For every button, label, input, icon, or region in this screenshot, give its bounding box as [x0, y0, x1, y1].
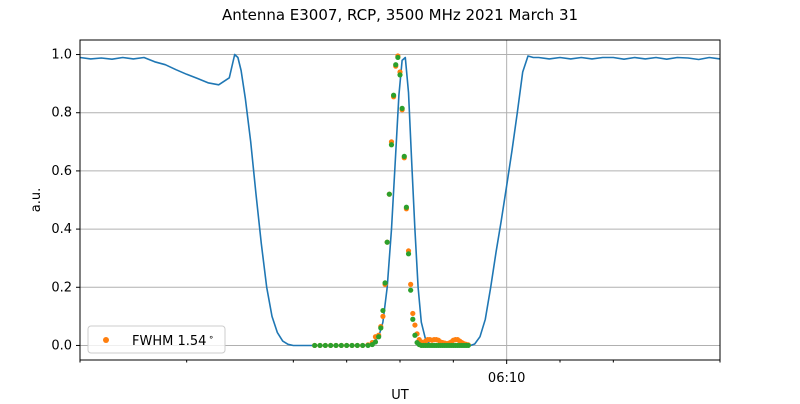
y-tick-label: 1.0	[51, 48, 72, 63]
scatter-point	[408, 281, 414, 287]
scatter-point	[386, 191, 392, 197]
x-tick-label: 06:10	[488, 371, 525, 386]
scatter-point	[382, 280, 388, 286]
legend-label: FWHM 1.54 ∘	[132, 333, 214, 349]
scatter-point	[410, 316, 416, 322]
line-series	[79, 53, 721, 347]
scatter-point	[391, 92, 397, 98]
scatter-point	[405, 251, 412, 257]
scatter-point	[312, 342, 318, 349]
y-tick-label: 0.2	[51, 280, 72, 295]
y-tick-label: 0.0	[51, 338, 72, 353]
legend-box	[87, 325, 226, 354]
scatter-point	[376, 334, 382, 340]
scatter-point	[322, 342, 328, 349]
legend-marker	[103, 337, 109, 343]
scatter-point	[384, 239, 390, 245]
scatter-series	[312, 53, 471, 349]
scatter-point	[317, 342, 323, 349]
scatter-point	[412, 332, 418, 338]
y-tick-label: 0.6	[51, 164, 72, 179]
scatter-point	[408, 287, 414, 293]
scatter-point	[333, 342, 339, 349]
scatter-point	[401, 153, 407, 159]
scatter-point	[372, 339, 379, 345]
legend-label-superscript: ∘	[208, 333, 214, 343]
scatter-point	[349, 342, 355, 349]
x-axis-ticks: 06:10	[79, 360, 721, 386]
scatter-point	[465, 342, 471, 349]
scatter-point	[338, 342, 344, 349]
scatter-point	[354, 342, 360, 349]
scatter-point	[397, 72, 403, 78]
legend: FWHM 1.54 ∘	[87, 325, 226, 354]
scatter-point	[388, 142, 395, 148]
scatter-point	[412, 322, 418, 328]
series-line	[79, 53, 721, 347]
scatter-point	[403, 204, 409, 210]
scatter-point	[360, 342, 366, 349]
scatter-point	[399, 105, 405, 111]
y-tick-label: 0.8	[51, 106, 72, 121]
x-axis-label: UT	[391, 388, 409, 400]
scatter-point	[380, 313, 386, 319]
scatter-point	[365, 342, 371, 349]
scatter-point	[410, 310, 416, 317]
y-axis-ticks: 0.0 0.2 0.4 0.6 0.8 1.0	[51, 48, 80, 353]
chart-title: Antenna E3007, RCP, 3500 MHz 2021 March …	[222, 6, 578, 24]
scatter-point	[328, 342, 334, 349]
scatter-point	[395, 54, 401, 61]
y-tick-label: 0.4	[51, 222, 72, 237]
scatter-point	[378, 325, 384, 331]
scatter-point	[344, 342, 350, 349]
scatter-point	[380, 307, 386, 314]
scatter-point	[393, 62, 399, 68]
y-axis-label: a.u.	[29, 188, 44, 212]
legend-label-text: FWHM 1.54	[132, 334, 206, 349]
